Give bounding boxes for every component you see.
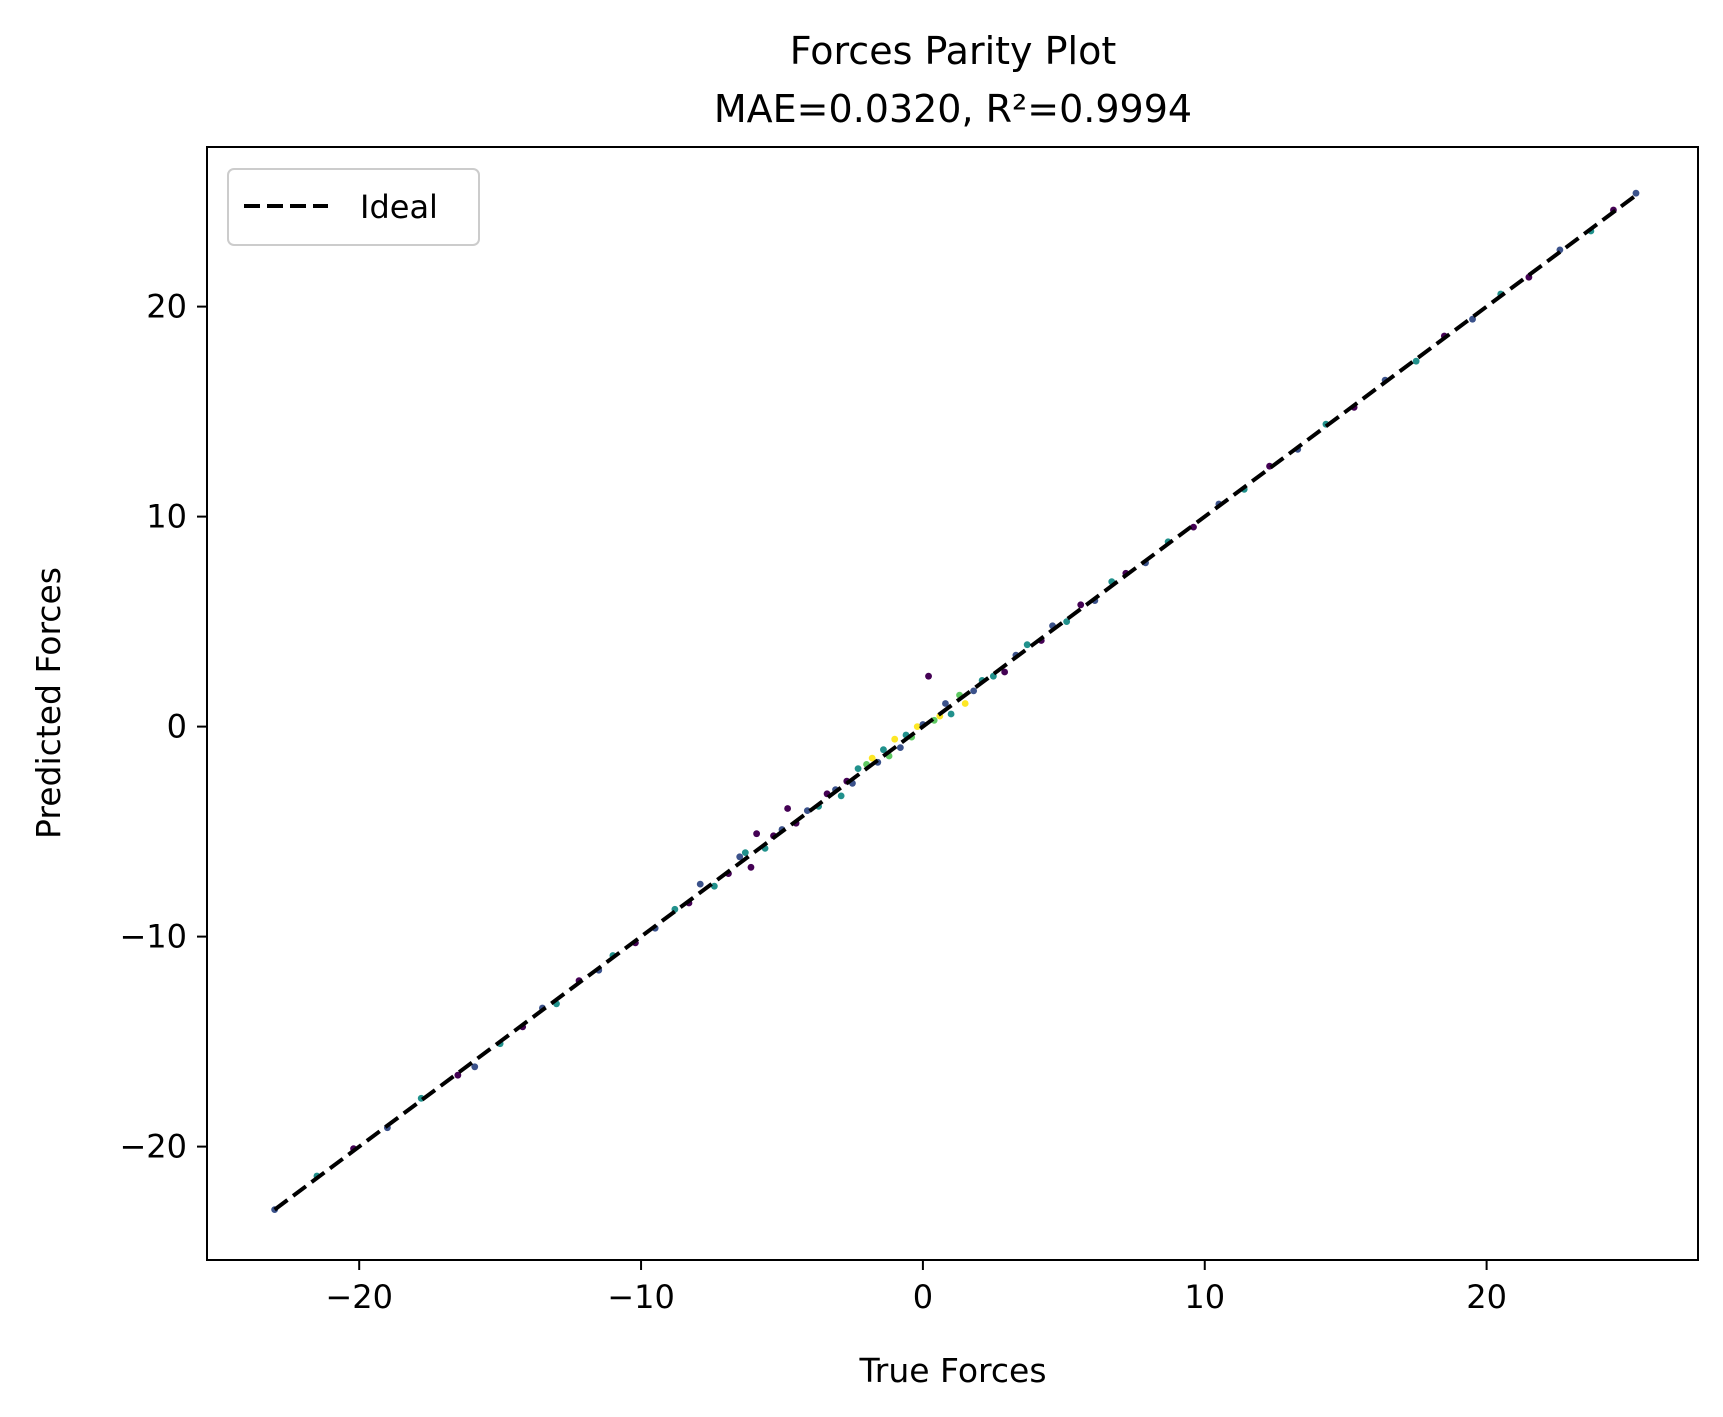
scatter-point	[1077, 601, 1085, 609]
scatter-point	[925, 672, 932, 680]
legend-label-ideal: Ideal	[360, 188, 438, 226]
scatter-point	[1190, 523, 1197, 531]
x-tick-label: −20	[325, 1278, 393, 1316]
chart-subtitle: MAE=0.0320, R²=0.9994	[714, 87, 1192, 131]
scatter-points	[271, 189, 1640, 1213]
scatter-point	[784, 805, 792, 812]
scatter-point	[741, 849, 749, 856]
scatter-point	[880, 746, 887, 754]
scatter-point	[1023, 641, 1031, 649]
scatter-point	[961, 700, 969, 707]
scatter-point	[753, 830, 761, 838]
x-tick-label: 0	[913, 1278, 933, 1316]
y-tick-label: 0	[167, 708, 187, 746]
scatter-point	[942, 700, 949, 707]
ideal-line	[273, 193, 1638, 1212]
scatter-point	[837, 792, 845, 800]
scatter-point	[1412, 357, 1420, 365]
scatter-point	[696, 880, 704, 888]
scatter-point	[896, 744, 904, 751]
axis-ticks: −20 −10 0 10 20 −20 −10 0 10 20	[119, 288, 1507, 1316]
scatter-point	[947, 710, 955, 718]
scatter-point	[454, 1071, 462, 1079]
legend-box	[227, 168, 480, 246]
scatter-point	[1632, 189, 1640, 197]
ideal-line-layer	[273, 193, 1638, 1212]
scatter-point	[1469, 315, 1476, 323]
y-tick-label: −10	[119, 918, 187, 956]
scatter-point	[913, 723, 921, 730]
y-tick-label: 10	[146, 498, 187, 536]
scatter-point	[471, 1063, 479, 1071]
x-tick-label: −10	[607, 1278, 675, 1316]
chart-title: Forces Parity Plot	[790, 29, 1116, 73]
scatter-point	[1001, 668, 1009, 676]
x-tick-label: 10	[1184, 1278, 1225, 1316]
scatter-point	[970, 687, 978, 695]
plot-frame	[206, 146, 1699, 1261]
y-tick-label: 20	[146, 288, 187, 326]
x-axis-label: True Forces	[858, 1351, 1046, 1390]
scatter-point	[854, 765, 862, 772]
legend: Ideal	[227, 168, 480, 246]
scatter-point	[803, 807, 811, 814]
y-tick-label: −20	[119, 1128, 187, 1166]
scatter-point	[747, 863, 755, 871]
scatter-point	[868, 754, 876, 762]
x-tick-label: 20	[1466, 1278, 1507, 1316]
scatter-point	[891, 735, 899, 743]
scatter-point	[736, 853, 744, 861]
y-axis-label: Predicted Forces	[29, 567, 68, 839]
scatter-point	[710, 882, 718, 890]
scatter-point	[1063, 618, 1071, 625]
